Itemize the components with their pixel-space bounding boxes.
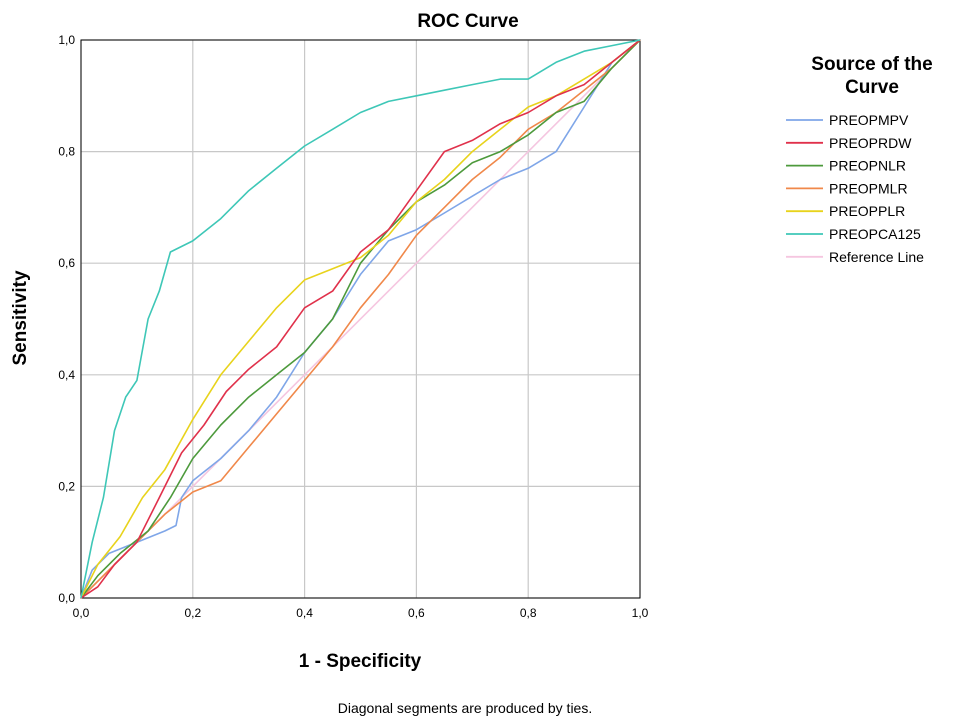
y-axis-label: Sensitivity bbox=[10, 270, 31, 365]
legend-item: PREOPMLR bbox=[786, 180, 908, 196]
x-tick-label: 0,8 bbox=[520, 606, 537, 620]
x-tick-label: 0,2 bbox=[184, 606, 201, 620]
series-line-preopca125 bbox=[80, 39, 641, 599]
plot-area bbox=[80, 39, 641, 599]
legend: Source of the Curve PREOPMPV PREOPRDW PREO… bbox=[786, 54, 933, 265]
y-tick-label: 0,0 bbox=[58, 591, 75, 605]
legend-item: Reference Line bbox=[786, 249, 924, 265]
x-axis-label: 1 - Specificity bbox=[299, 651, 422, 672]
legend-title-line-2: Curve bbox=[845, 77, 899, 98]
footnote: Diagonal segments are produced by ties. bbox=[338, 700, 592, 716]
x-tick-label: 0,6 bbox=[408, 606, 425, 620]
y-tick-label: 0,8 bbox=[58, 145, 75, 159]
legend-label: PREOPNLR bbox=[829, 158, 906, 174]
legend-label: PREOPCA125 bbox=[829, 226, 921, 242]
legend-label: PREOPMPV bbox=[829, 112, 909, 128]
y-tick-label: 1,0 bbox=[58, 33, 75, 47]
series-layer bbox=[80, 39, 641, 599]
legend-label: Reference Line bbox=[829, 249, 924, 265]
tick-labels: 0,0 0,2 0,4 0,6 0,8 1,0 0,0 0,2 0,4 0,6 0,8 1,0 bbox=[58, 33, 648, 620]
legend-item: PREOPRDW bbox=[786, 135, 912, 151]
x-tick-label: 0,4 bbox=[296, 606, 313, 620]
legend-title-line-1: Source of the bbox=[811, 54, 932, 75]
legend-item: PREOPCA125 bbox=[786, 226, 921, 242]
x-tick-label: 1,0 bbox=[632, 606, 649, 620]
legend-label: PREOPMLR bbox=[829, 180, 908, 196]
legend-label: PREOPRDW bbox=[829, 135, 912, 151]
x-tick-label: 0,0 bbox=[73, 606, 90, 620]
legend-item: PREOPPLR bbox=[786, 203, 905, 219]
series-line-preopplr bbox=[80, 39, 641, 599]
y-tick-label: 0,2 bbox=[58, 479, 75, 493]
y-tick-label: 0,6 bbox=[58, 256, 75, 270]
legend-item: PREOPNLR bbox=[786, 158, 906, 174]
series-line-preopmlr bbox=[80, 39, 641, 599]
series-line-reference-line bbox=[80, 39, 641, 599]
series-line-preoprdw bbox=[80, 39, 641, 599]
y-tick-label: 0,4 bbox=[58, 368, 75, 382]
legend-label: PREOPPLR bbox=[829, 203, 905, 219]
series-line-preopnlr bbox=[80, 39, 641, 599]
chart-title: ROC Curve bbox=[417, 11, 518, 32]
legend-item: PREOPMPV bbox=[786, 112, 909, 128]
